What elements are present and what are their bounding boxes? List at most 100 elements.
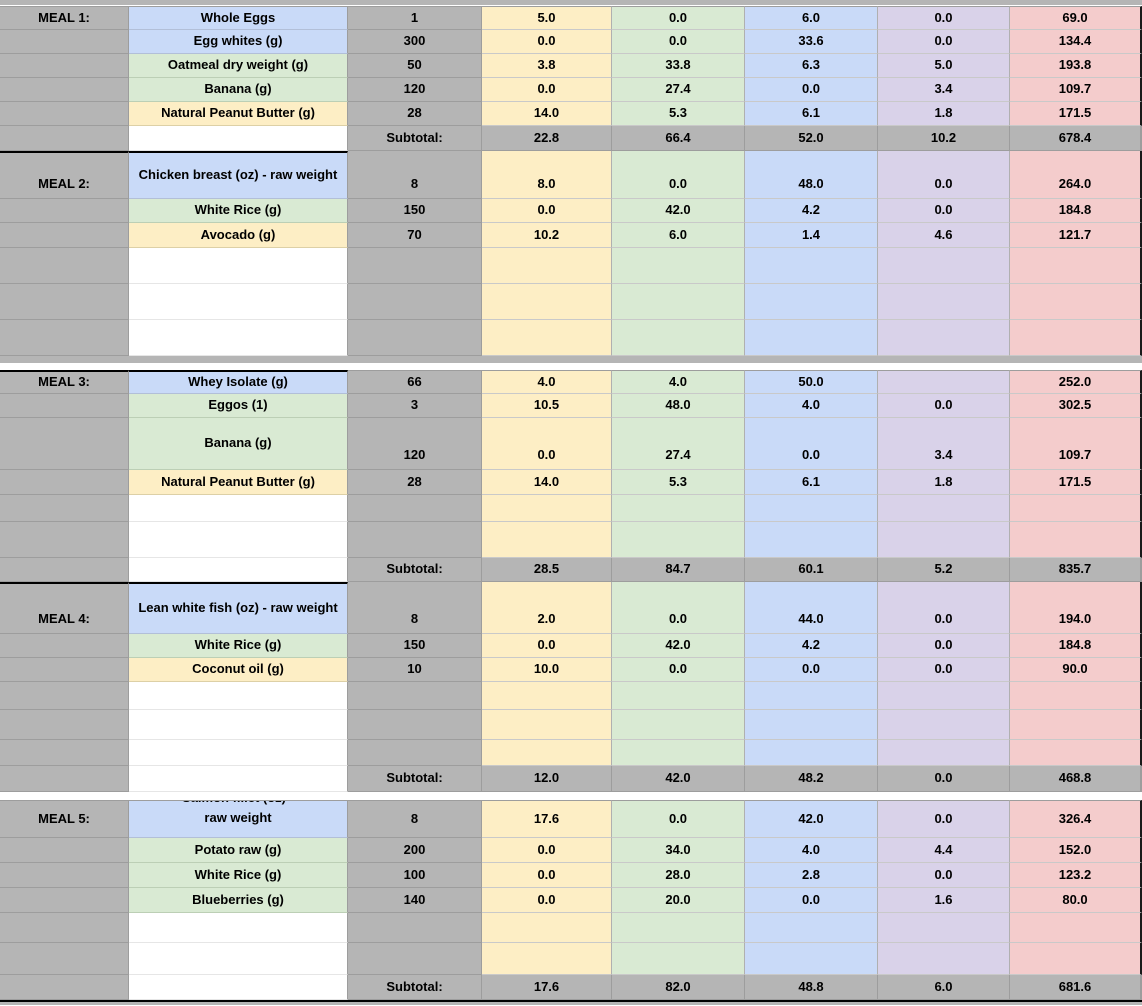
macro-value-cell[interactable]: 0.0 (878, 634, 1010, 658)
macro-value-cell[interactable]: 5.0 (878, 54, 1010, 78)
macro-value-cell[interactable]: 4.0 (612, 370, 745, 394)
macro-value-cell[interactable] (612, 710, 745, 740)
macro-value-cell[interactable] (1010, 682, 1142, 710)
quantity-cell[interactable] (348, 682, 482, 710)
meal-label-cell[interactable] (0, 766, 129, 792)
food-name-cell[interactable]: Potato raw (g) (129, 838, 348, 863)
macro-value-cell[interactable]: 0.0 (612, 800, 745, 838)
macro-value-cell[interactable] (878, 284, 1010, 320)
macro-value-cell[interactable] (745, 284, 878, 320)
macro-value-cell[interactable] (745, 682, 878, 710)
food-name-cell[interactable]: Coconut oil (g) (129, 658, 348, 682)
macro-value-cell[interactable]: 6.0 (612, 223, 745, 248)
subtotal-value-cell[interactable]: 678.4 (1010, 126, 1142, 151)
macro-value-cell[interactable]: 0.0 (482, 418, 612, 470)
quantity-cell[interactable] (348, 495, 482, 522)
macro-value-cell[interactable]: 10.2 (482, 223, 612, 248)
quantity-cell[interactable]: 150 (348, 634, 482, 658)
macro-value-cell[interactable] (878, 943, 1010, 975)
food-name-cell[interactable]: Whole Eggs (129, 6, 348, 30)
macro-value-cell[interactable]: 4.0 (745, 394, 878, 418)
macro-value-cell[interactable]: 8.0 (482, 151, 612, 199)
macro-value-cell[interactable]: 50.0 (745, 370, 878, 394)
macro-value-cell[interactable] (482, 284, 612, 320)
quantity-cell[interactable]: 28 (348, 102, 482, 126)
macro-value-cell[interactable]: 1.8 (878, 102, 1010, 126)
macro-value-cell[interactable]: 5.0 (482, 6, 612, 30)
macro-value-cell[interactable] (612, 740, 745, 766)
meal-label-cell[interactable]: MEAL 3: (0, 370, 129, 394)
macro-value-cell[interactable]: 3.4 (878, 78, 1010, 102)
meal-label-cell[interactable] (0, 470, 129, 495)
food-name-cell[interactable]: Egg whites (g) (129, 30, 348, 54)
meal-label-cell[interactable] (0, 710, 129, 740)
macro-value-cell[interactable] (1010, 943, 1142, 975)
macro-value-cell[interactable]: 302.5 (1010, 394, 1142, 418)
macro-value-cell[interactable]: 48.0 (612, 394, 745, 418)
macro-value-cell[interactable]: 0.0 (482, 199, 612, 223)
macro-value-cell[interactable]: 42.0 (745, 800, 878, 838)
macro-value-cell[interactable]: 34.0 (612, 838, 745, 863)
meal-label-cell[interactable] (0, 863, 129, 888)
macro-value-cell[interactable] (482, 495, 612, 522)
subtotal-value-cell[interactable]: 84.7 (612, 558, 745, 582)
macro-value-cell[interactable]: 2.8 (745, 863, 878, 888)
macro-value-cell[interactable] (878, 913, 1010, 943)
food-name-cell[interactable]: Chicken breast (oz) - raw weight (129, 151, 348, 199)
macro-value-cell[interactable]: 0.0 (482, 78, 612, 102)
macro-value-cell[interactable] (745, 522, 878, 558)
macro-value-cell[interactable]: 4.2 (745, 199, 878, 223)
meal-label-cell[interactable] (0, 888, 129, 913)
subtotal-value-cell[interactable]: 468.8 (1010, 766, 1142, 792)
macro-value-cell[interactable]: 0.0 (745, 658, 878, 682)
macro-value-cell[interactable]: 0.0 (612, 582, 745, 634)
macro-value-cell[interactable] (878, 682, 1010, 710)
subtotal-value-cell[interactable]: 6.0 (878, 975, 1010, 1000)
macro-value-cell[interactable] (878, 710, 1010, 740)
subtotal-value-cell[interactable]: 12.0 (482, 766, 612, 792)
macro-value-cell[interactable]: 10.0 (482, 658, 612, 682)
macro-value-cell[interactable]: 48.0 (745, 151, 878, 199)
macro-value-cell[interactable] (482, 320, 612, 356)
macro-value-cell[interactable]: 0.0 (745, 418, 878, 470)
quantity-cell[interactable]: 8 (348, 582, 482, 634)
macro-value-cell[interactable]: 80.0 (1010, 888, 1142, 913)
macro-value-cell[interactable]: 0.0 (878, 199, 1010, 223)
meal-label-cell[interactable] (0, 975, 129, 1000)
quantity-cell[interactable] (348, 740, 482, 766)
macro-value-cell[interactable]: 27.4 (612, 418, 745, 470)
subtotal-value-cell[interactable]: 60.1 (745, 558, 878, 582)
subtotal-value-cell[interactable]: 82.0 (612, 975, 745, 1000)
meal-label-cell[interactable] (0, 682, 129, 710)
food-name-cell[interactable]: Natural Peanut Butter (g) (129, 102, 348, 126)
macro-value-cell[interactable] (1010, 522, 1142, 558)
subtotal-value-cell[interactable]: 0.0 (878, 766, 1010, 792)
meal-label-cell[interactable] (0, 102, 129, 126)
meal-label-cell[interactable] (0, 418, 129, 470)
macro-value-cell[interactable] (482, 522, 612, 558)
food-name-cell[interactable] (129, 913, 348, 943)
macro-value-cell[interactable] (482, 710, 612, 740)
macro-value-cell[interactable] (482, 913, 612, 943)
macro-value-cell[interactable]: 0.0 (878, 151, 1010, 199)
food-name-cell[interactable]: Blueberries (g) (129, 888, 348, 913)
macro-value-cell[interactable]: 0.0 (482, 30, 612, 54)
macro-value-cell[interactable]: 44.0 (745, 582, 878, 634)
macro-value-cell[interactable]: 4.6 (878, 223, 1010, 248)
macro-value-cell[interactable]: 0.0 (878, 6, 1010, 30)
macro-value-cell[interactable] (745, 710, 878, 740)
macro-value-cell[interactable]: 42.0 (612, 199, 745, 223)
macro-value-cell[interactable] (745, 943, 878, 975)
macro-value-cell[interactable]: 264.0 (1010, 151, 1142, 199)
macro-value-cell[interactable] (612, 682, 745, 710)
meal-label-cell[interactable] (0, 248, 129, 284)
macro-value-cell[interactable]: 0.0 (878, 394, 1010, 418)
subtotal-value-cell[interactable]: 5.2 (878, 558, 1010, 582)
macro-value-cell[interactable]: 6.1 (745, 470, 878, 495)
macro-value-cell[interactable] (1010, 495, 1142, 522)
subtotal-label-cell[interactable]: Subtotal: (348, 558, 482, 582)
macro-value-cell[interactable]: 134.4 (1010, 30, 1142, 54)
macro-value-cell[interactable]: 6.3 (745, 54, 878, 78)
macro-value-cell[interactable]: 20.0 (612, 888, 745, 913)
food-name-cell[interactable] (129, 943, 348, 975)
